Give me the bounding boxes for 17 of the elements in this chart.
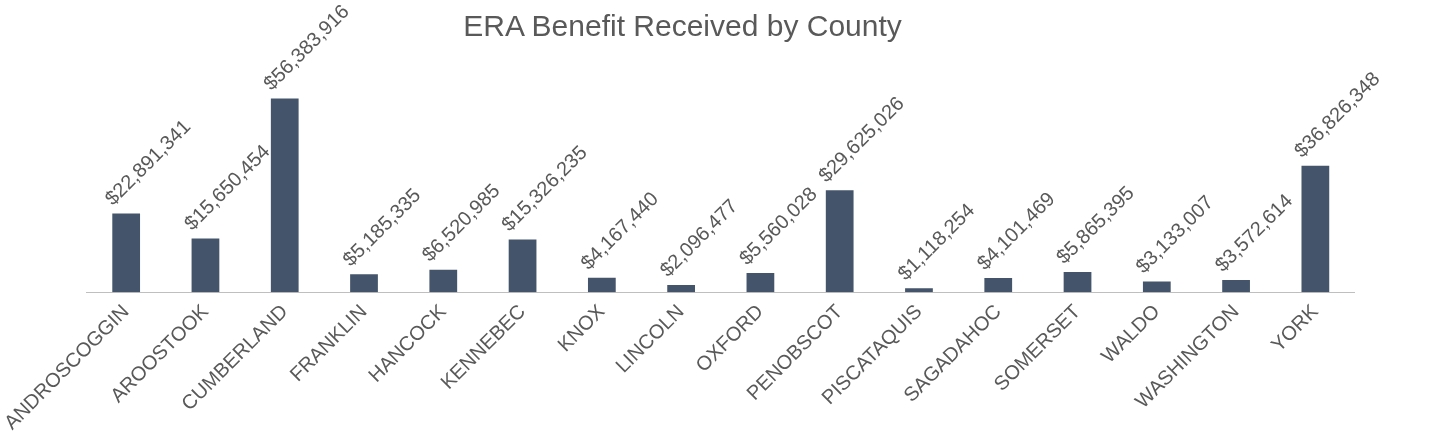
bar xyxy=(1063,272,1092,293)
chart-title: ERA Benefit Received by County xyxy=(463,9,902,43)
bar xyxy=(746,273,775,293)
bar xyxy=(905,288,933,293)
bar xyxy=(1222,279,1250,293)
bar xyxy=(667,284,695,293)
bar xyxy=(508,239,537,293)
bar xyxy=(984,278,1013,293)
bar xyxy=(191,238,220,293)
bar xyxy=(270,98,299,293)
bar xyxy=(1301,165,1330,293)
bar xyxy=(429,269,458,293)
bar xyxy=(825,190,854,293)
bar xyxy=(587,277,616,293)
bar xyxy=(350,274,378,293)
bar xyxy=(112,213,141,293)
bar xyxy=(1142,281,1171,293)
